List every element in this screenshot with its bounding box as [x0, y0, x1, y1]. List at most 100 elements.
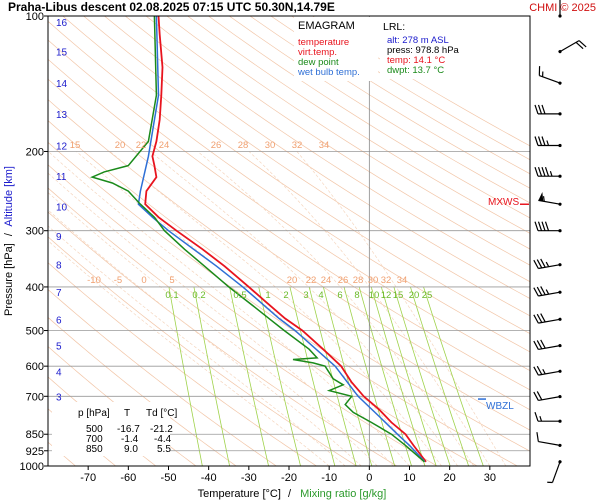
altitude-tick-label: 9: [56, 232, 62, 243]
wind-barb-dot: [558, 112, 562, 116]
pressure-tick-label: 1000: [20, 461, 44, 473]
x-tick-label: -20: [281, 472, 297, 484]
chart-title: Praha-Libus descent 02.08.2025 07:15 UTC…: [8, 0, 335, 14]
wind-barb-feather: [544, 167, 550, 177]
y-axis-title: Pressure [hPa] / Altitude [km]: [3, 166, 15, 316]
wind-barb-dot: [558, 174, 562, 178]
wind-barb-feather: [536, 313, 543, 323]
isotherm-label: -10: [87, 275, 101, 286]
wind-barb-feather: [536, 391, 543, 401]
series-line-wet-bulb-temp: [137, 16, 426, 463]
wind-barb-feather: [534, 167, 539, 177]
x-tick-label: -40: [201, 472, 217, 484]
wind-barb-dot: [558, 202, 562, 206]
wind-barb: [538, 66, 562, 85]
wind-barb-feather: [536, 365, 543, 375]
wind-barb-feather: [537, 136, 543, 146]
wind-barb-staff: [538, 440, 561, 446]
isotherm-label: 34: [397, 275, 408, 286]
wind-barb-feather: [533, 391, 539, 401]
mixing-ratio-label: 4: [318, 290, 323, 301]
wind-barb-feather: [537, 221, 543, 231]
wind-barb-dot: [558, 81, 562, 85]
isotherm-label: 32: [292, 140, 303, 151]
wind-barb: [534, 412, 562, 423]
wind-barb-dot: [558, 419, 562, 423]
lrl-temperature: temp: 14.1 °C: [387, 55, 445, 66]
level-table: p [hPa] T Td [°C] 500 -16.7 -21.2 700 -1…: [52, 402, 177, 456]
wind-barb-half-feather: [539, 416, 543, 422]
isotherm-label: 32: [381, 275, 392, 286]
isotherm-label: 28: [353, 275, 364, 286]
wind-barb-half-feather: [542, 196, 545, 202]
wind-barb: [534, 136, 562, 148]
y-axis-label-pressure: Pressure [hPa]: [3, 243, 15, 316]
wind-barb-dot: [558, 443, 562, 447]
wind-barb-feather: [540, 339, 546, 349]
mixing-ratio-label: 25: [422, 290, 433, 301]
wind-barb: [547, 460, 562, 484]
isotherm-label: 0: [141, 275, 146, 286]
y-axis-label-altitude: Altitude [km]: [3, 166, 15, 227]
pressure-tick-label: 600: [26, 361, 44, 373]
wind-barb-staff: [538, 345, 561, 351]
table-cell: 5.5: [157, 444, 171, 455]
isotherm-label: 5: [169, 275, 174, 286]
wind-barb-dot: [558, 290, 562, 294]
pressure-tick-label: 500: [26, 326, 44, 338]
wind-barb: [533, 258, 562, 270]
altitude-tick-label: 5: [56, 342, 62, 353]
altitude-tick-label: 10: [56, 202, 68, 213]
dry-adiabat-line: [48, 39, 530, 372]
wind-barb: [558, 0, 562, 18]
wind-barb-half-feather: [549, 171, 553, 177]
altitude-tick-label: 12: [56, 142, 68, 153]
isotherm-label: 30: [368, 275, 379, 286]
wind-barb-feather: [536, 286, 543, 296]
lrl-heading: LRL:: [383, 21, 405, 33]
wind-barb-feather: [575, 41, 584, 50]
plot-frame: [47, 15, 531, 467]
mixing-ratio-label: 20: [409, 290, 420, 301]
dry-adiabat-line: [48, 20, 530, 353]
table-header-t: T: [124, 408, 130, 419]
altitude-tick-label: 3: [56, 393, 62, 404]
dry-adiabat-line: [48, 78, 530, 411]
mixing-ratio-label: 2: [283, 290, 288, 301]
isotherm-label: 26: [338, 275, 349, 286]
mixing-ratio-label: 0.1: [165, 290, 178, 301]
dry-adiabat-line: [124, 16, 530, 283]
sounding-profiles: [90, 16, 427, 463]
wind-barb-dot: [558, 229, 562, 233]
wind-barb-feather: [540, 258, 546, 268]
dry-adiabat-line: [229, 16, 530, 204]
wind-barb-feather: [533, 340, 539, 350]
wind-barb-half-feather: [546, 140, 550, 146]
x-tick-label: -50: [161, 472, 177, 484]
wind-barb-dot: [558, 49, 562, 54]
wind-barb-feather: [541, 104, 546, 115]
mixing-ratio-label: 0.5: [233, 290, 246, 301]
dry-adiabat-line: [48, 58, 530, 391]
table-header-p: p [hPa]: [78, 408, 110, 419]
altitude-tick-label: 8: [56, 261, 62, 272]
x-tick-label: -10: [321, 472, 337, 484]
wind-barb-staff: [538, 370, 561, 376]
table-cell: -21.2: [150, 424, 173, 435]
wind-barb-feather: [541, 136, 546, 146]
wind-barb-half-feather: [545, 261, 550, 267]
mixing-ratio-label: 6: [337, 290, 342, 301]
wind-barb-feather: [544, 221, 550, 231]
x-tick-label: -60: [120, 472, 136, 484]
wind-barb-feather: [538, 66, 541, 76]
pressure-tick-label: 100: [26, 11, 44, 23]
dry-adiabat-line: [62, 16, 530, 335]
table-cell: 9.0: [124, 444, 138, 455]
dry-adiabat-line: [187, 16, 530, 234]
isotherm-label: 24: [321, 275, 332, 286]
wind-barb-half-feather: [545, 289, 550, 295]
wind-barb: [558, 40, 587, 54]
table-cell: -1.4: [121, 434, 139, 445]
isotherm-label: -5: [114, 275, 122, 286]
altitude-tick-label: 14: [56, 79, 68, 90]
